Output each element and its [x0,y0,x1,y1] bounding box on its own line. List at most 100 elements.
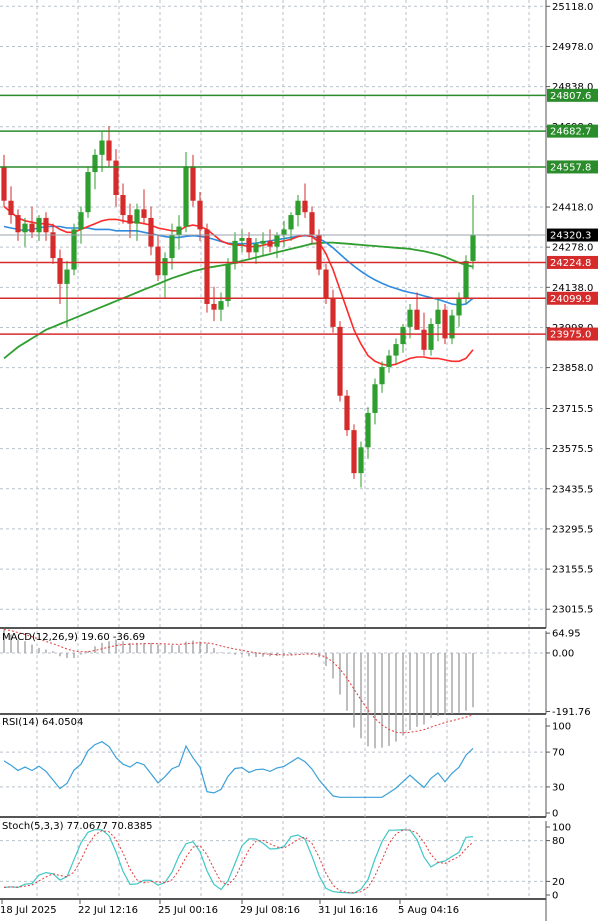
candle-body [78,212,84,230]
candle-body [218,301,224,310]
level-badge-label: 24099.9 [550,294,591,305]
price-tick-label: 23015.5 [552,605,593,616]
candle-body [274,235,280,247]
candle-body [190,166,196,201]
macd-signal-line [3,629,474,734]
candle-body [393,344,399,356]
level-badge [547,124,598,138]
candle-body [330,298,336,327]
candle-body [407,309,413,327]
level-badge-label: 24807.6 [550,91,591,102]
candle-body [316,235,322,270]
macd-tick-label: 0.00 [552,648,574,659]
stoch-tick-label: 100 [552,823,571,834]
price-tick-label: 23295.5 [552,524,593,535]
candle-body [64,269,70,284]
level-badge-label: 24557.8 [550,162,591,173]
candle-body [134,209,140,224]
current-price-label: 24320.3 [550,231,591,242]
candle-body [456,298,462,316]
price-tick-label: 23715.5 [552,404,593,415]
candle-body [225,263,231,302]
candle-body [8,200,14,216]
candle-body [15,215,21,233]
candle-body [71,229,77,270]
candle-body [211,303,217,310]
candle-body [92,154,98,173]
macd-tick-label: -191.76 [552,707,591,718]
level-badge-label: 24224.8 [550,258,591,269]
candle-body [169,235,175,259]
level-badge-label: 23975.0 [550,330,591,341]
candle-body [337,326,343,396]
candle-body [442,309,448,339]
time-tick-label: 31 Jul 16:16 [318,905,378,916]
candle-body [400,326,406,345]
candle-body [302,200,308,213]
rsi-line [3,741,474,798]
time-tick-label: 18 Jul 2025 [0,905,57,916]
candle-body [22,223,28,233]
candle-body [414,309,420,330]
level-badge [547,255,598,269]
level-badge-label: 24682.7 [550,127,591,138]
candle-body [232,240,238,264]
candle-body [29,223,35,233]
time-tick-label: 22 Jul 12:16 [78,905,138,916]
time-tick-label: 29 Jul 08:16 [240,905,300,916]
candle-body [379,367,385,385]
candle-body [120,194,126,216]
price-tick-label: 23575.5 [552,444,593,455]
candle-body [85,172,91,213]
candle-body [239,238,245,241]
candle-body [148,217,154,247]
candle-body [267,240,273,247]
price-tick-label: 24838.0 [552,82,593,93]
stoch-k-line [3,828,474,894]
candle-body [183,166,189,227]
candle-body [463,260,469,299]
candle-body [127,215,133,224]
rsi-tick-label: 30 [552,782,565,793]
price-tick-label: 23435.5 [552,484,593,495]
candle-body [162,258,168,276]
candle-body [365,412,371,448]
rsi-tick-label: 0 [552,809,558,820]
current-price-badge [547,228,598,242]
macd-tick-label: 64.95 [552,629,581,640]
candle-body [260,240,266,244]
candle-body [344,395,350,431]
rsi-title: RSI(14) 64.0504 [2,717,84,728]
stoch-tick-label: 20 [552,877,565,888]
candle-body [386,355,392,368]
rsi-tick-label: 100 [552,722,571,733]
macd-title: MACD(12,26,9) 19.60 -36.69 [2,632,146,643]
candle-body [309,212,315,236]
price-tick-label: 24978.0 [552,42,593,53]
candle-body [288,215,294,230]
candle-body [372,384,378,413]
price-tick-label: 24278.0 [552,243,593,254]
candle-body [295,200,301,216]
candle-body [435,309,441,325]
candle-body [36,217,42,233]
candle-body [1,166,7,201]
candle-body [99,140,105,155]
price-tick-label: 23155.5 [552,565,593,576]
candle-body [421,329,427,350]
candle-body [50,232,56,259]
candle-body [281,229,287,236]
candle-body [57,258,63,284]
price-tick-label: 25118.0 [552,2,593,13]
level-badge [547,327,598,341]
price-tick-label: 24138.0 [552,283,593,294]
candle-body [449,315,455,339]
candle-body [155,246,161,276]
stoch-title: Stoch(5,3,3) 77.0677 70.8385 [2,821,153,832]
stoch-tick-label: 0 [552,891,558,902]
stoch-d-line [3,829,474,894]
stoch-tick-label: 80 [552,836,565,847]
level-badge [547,160,598,174]
candle-body [43,217,49,233]
candle-body [113,160,119,195]
